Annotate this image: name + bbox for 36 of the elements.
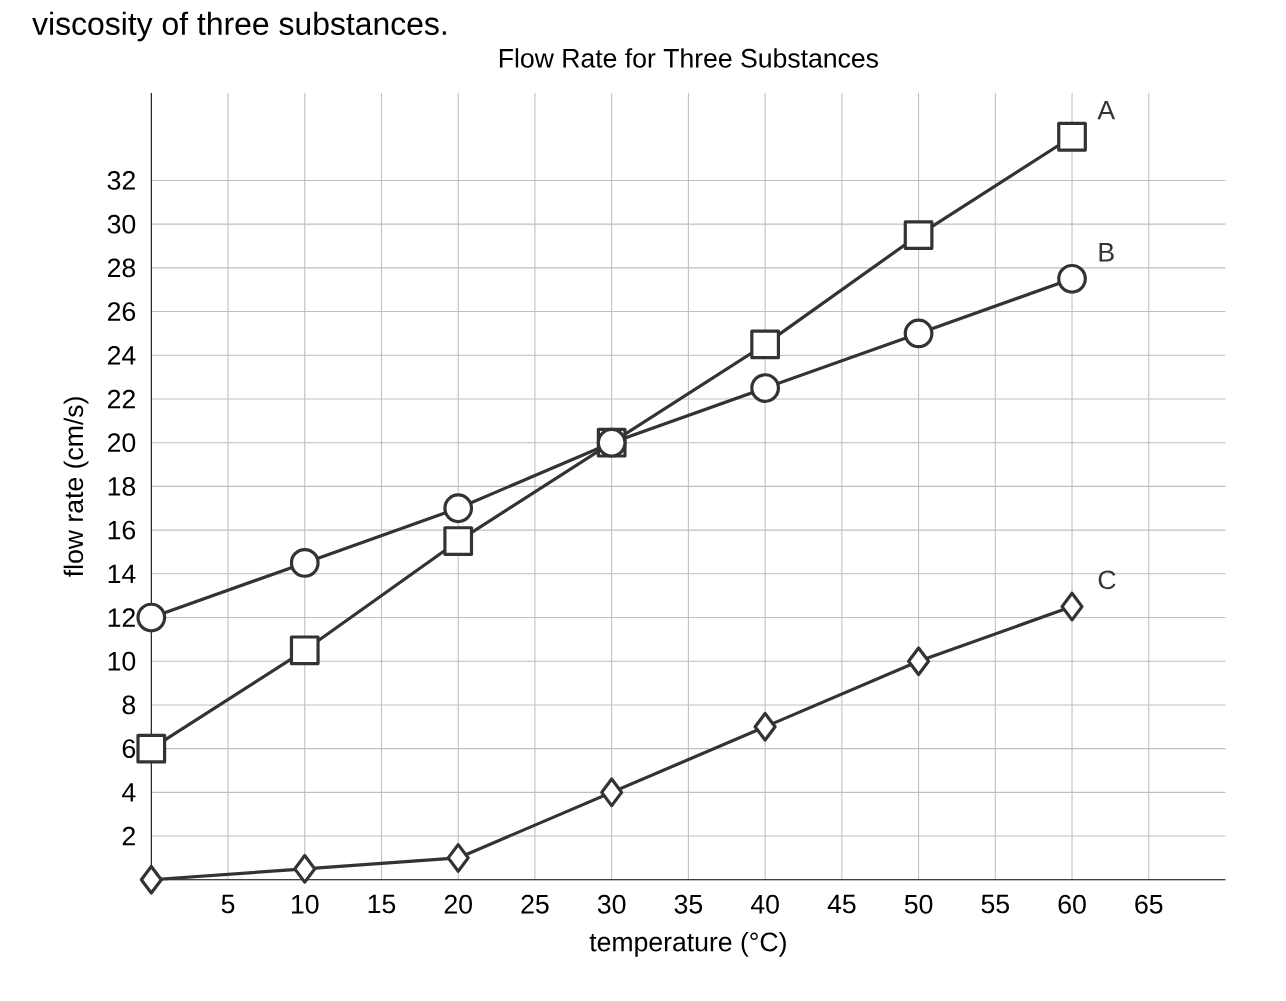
x-tick-label: 20 <box>444 894 472 914</box>
y-tick-label: 16 <box>108 520 136 540</box>
series-label: A <box>1097 101 1116 120</box>
y-tick-label: 6 <box>122 739 136 759</box>
x-tick-label: 15 <box>368 894 396 914</box>
x-tick-label: 50 <box>904 894 933 914</box>
y-tick-label: 4 <box>122 783 136 802</box>
series-label: B <box>1099 243 1114 262</box>
y-tick-label: 10 <box>108 651 136 671</box>
y-tick-label: 18 <box>108 477 136 496</box>
x-tick-label: 55 <box>981 894 1009 914</box>
x-tick-label: 65 <box>1135 894 1163 914</box>
y-tick-label: 12 <box>108 608 135 627</box>
x-tick-label: 40 <box>750 894 779 914</box>
y-tick-label: 22 <box>107 389 135 409</box>
y-tick-label: 2 <box>122 826 135 846</box>
y-axis-title: flow rate (cm/s) <box>63 397 89 577</box>
y-tick-label: 8 <box>122 695 136 715</box>
x-tick-label: 60 <box>1058 894 1086 914</box>
y-tick-label: 26 <box>107 302 136 322</box>
x-tick-label: 5 <box>221 894 235 914</box>
y-tick-label: 14 <box>108 564 136 584</box>
series-label: C <box>1098 570 1116 590</box>
y-tick-label: 32 <box>107 171 135 190</box>
y-tick-label: 30 <box>107 214 136 234</box>
chart-title: Flow Rate for Three Substances <box>499 48 879 68</box>
y-tick-label: 28 <box>107 258 136 278</box>
y-tick-label: 24 <box>107 346 136 365</box>
x-tick-label: 35 <box>674 894 703 914</box>
x-tick-label: 10 <box>292 894 319 914</box>
text: viscosity of three substances. <box>32 11 446 42</box>
y-tick-label: 20 <box>107 433 136 453</box>
x-axis-title: temperature (°C) <box>589 932 786 957</box>
x-tick-label: 30 <box>597 894 626 914</box>
x-tick-label: 45 <box>827 894 856 914</box>
x-tick-label: 25 <box>521 894 549 914</box>
